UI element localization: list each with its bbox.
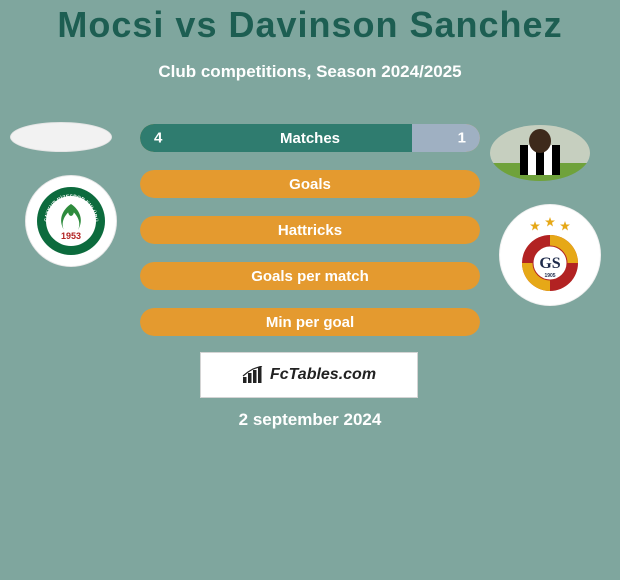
stat-bar-label: Hattricks [278,222,342,239]
chart-icon [242,366,264,384]
date-text: 2 september 2024 [0,410,620,430]
footer-brand-text: FcTables.com [270,366,376,384]
bar-right-fill [412,124,480,152]
stat-bar-row: Matches 4 1 [140,124,480,152]
stat-bar-row: Hattricks [140,216,480,244]
stat-bar-left-value: 4 [154,130,162,147]
svg-text:1905: 1905 [544,273,555,279]
svg-text:GS: GS [539,255,560,272]
player-avatar-right [490,125,590,181]
bar-left-fill [140,124,412,152]
stat-bar-row: Goals per match [140,262,480,290]
club-badge-right: GS 1905 [500,205,600,305]
stat-bar-row: Goals [140,170,480,198]
footer-brand-box: FcTables.com [200,352,418,398]
stat-bar-right-value: 1 [458,130,466,147]
stat-bar-row: Min per goal [140,308,480,336]
stat-bars: Matches 4 1 Goals Hattricks Goals per match Mi… [140,124,480,354]
stat-bar-label: Min per goal [266,314,354,331]
svg-text:1953: 1953 [61,231,81,241]
stat-bar-label: Goals [289,176,331,193]
subtitle: Club competitions, Season 2024/2025 [0,62,620,82]
comparison-infographic: Mocsi vs Davinson Sanchez Club competiti… [0,0,620,580]
stat-bar-label: Goals per match [251,268,369,285]
club-badge-left: ÇAYKUR RİZESPOR KULÜBÜ 1953 [25,175,117,267]
title: Mocsi vs Davinson Sanchez [0,4,620,46]
player-avatar-left [10,122,112,152]
stat-bar-label: Matches [280,130,340,147]
